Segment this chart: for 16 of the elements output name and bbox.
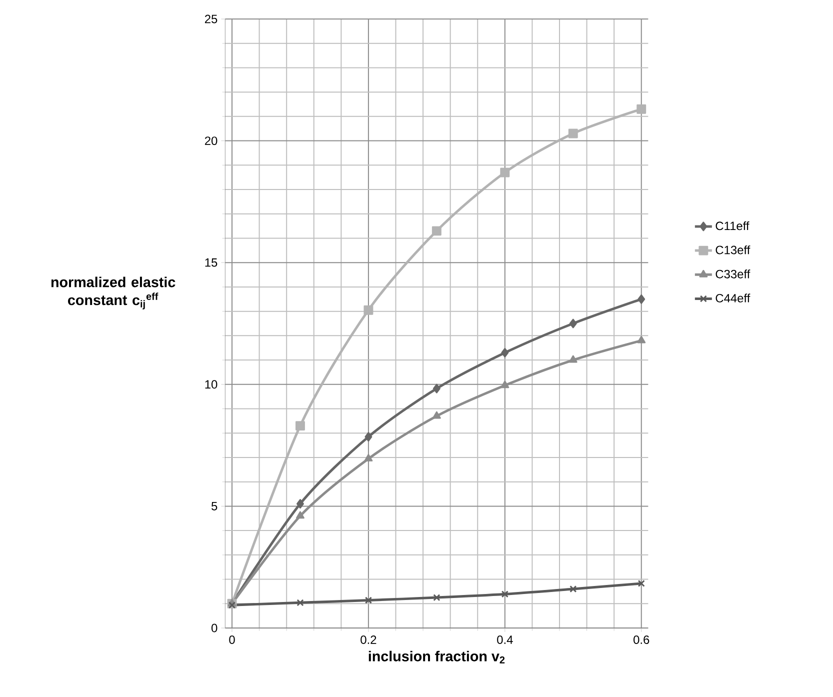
x-tick-label: 0.6 (634, 636, 650, 644)
y-axis-title: normalized elastic constant c$_{ij}$eff (51, 276, 176, 310)
y-tick-label: 5 (212, 502, 218, 510)
y-tick-label: 0 (211, 624, 218, 632)
legend-label: C33eff (716, 270, 750, 278)
y-tick-label: 15 (205, 258, 218, 267)
x-tick-label: 0.4 (497, 636, 513, 644)
legend-label: C13eff (716, 245, 750, 254)
x-tick-label: 0 (229, 636, 235, 644)
y-tick-label: 10 (205, 380, 218, 389)
y-tick-label: 25 (204, 14, 218, 24)
legend-label: C44eff (716, 294, 750, 302)
x-axis-title: inclusion fraction v$_{2}$ (368, 650, 505, 664)
y-tick-label: 20 (204, 136, 218, 146)
x-tick-label: 0.2 (360, 636, 376, 644)
legend-label: C11eff (716, 221, 750, 230)
